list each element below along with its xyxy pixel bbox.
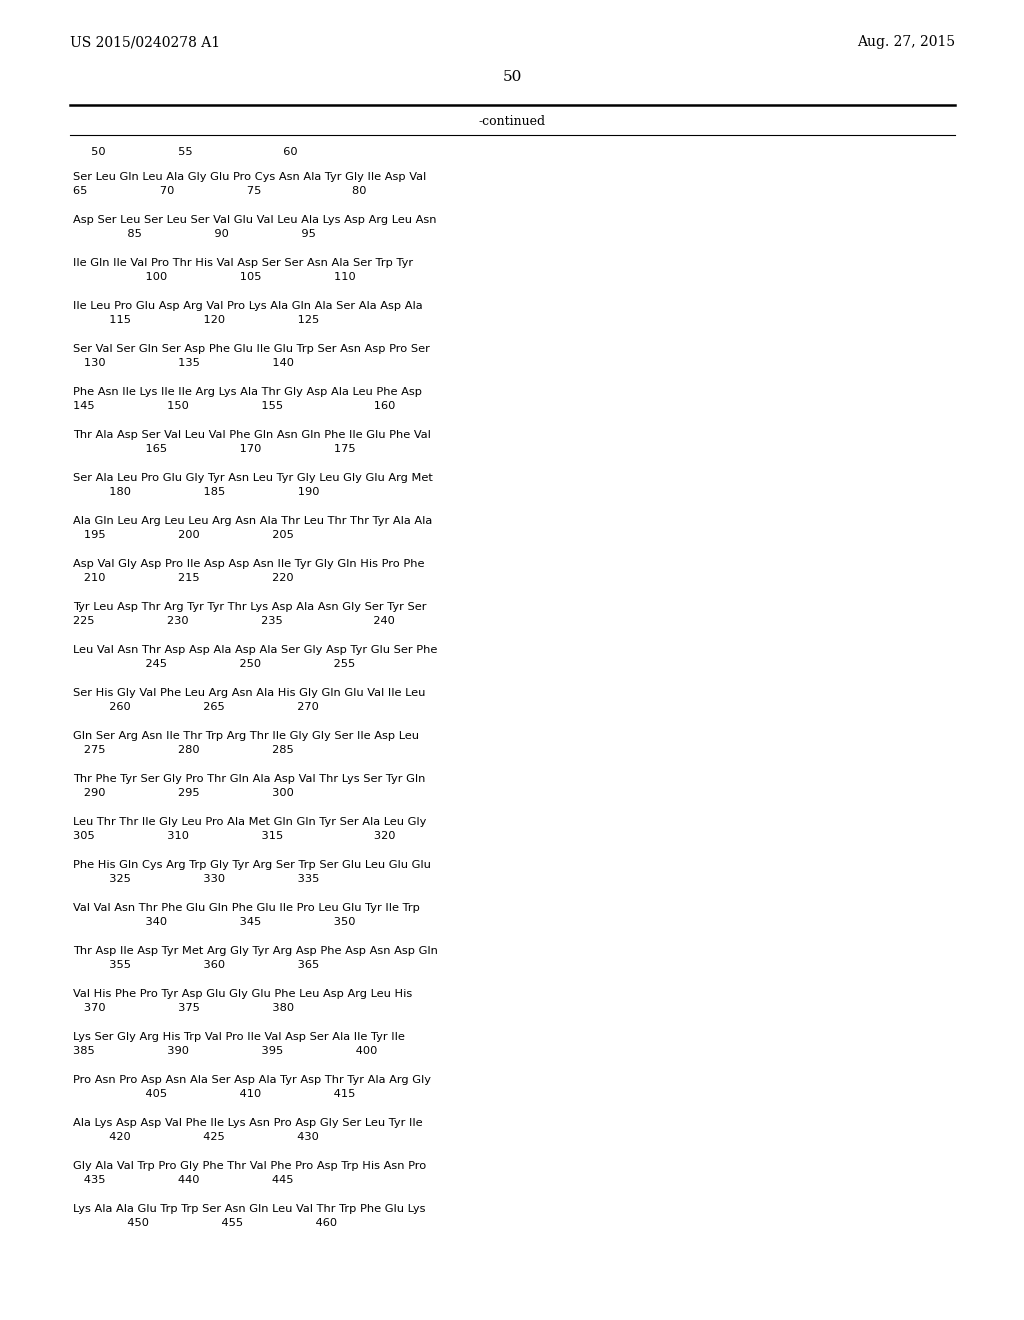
Text: 225                    230                    235                         240: 225 230 235 240	[73, 616, 395, 626]
Text: 50: 50	[503, 70, 521, 84]
Text: 435                    440                    445: 435 440 445	[73, 1175, 294, 1185]
Text: 50                    55                         60: 50 55 60	[73, 147, 298, 157]
Text: Ser Leu Gln Leu Ala Gly Glu Pro Cys Asn Ala Tyr Gly Ile Asp Val: Ser Leu Gln Leu Ala Gly Glu Pro Cys Asn …	[73, 172, 426, 182]
Text: Tyr Leu Asp Thr Arg Tyr Tyr Thr Lys Asp Ala Asn Gly Ser Tyr Ser: Tyr Leu Asp Thr Arg Tyr Tyr Thr Lys Asp …	[73, 602, 427, 612]
Text: Ser His Gly Val Phe Leu Arg Asn Ala His Gly Gln Glu Val Ile Leu: Ser His Gly Val Phe Leu Arg Asn Ala His …	[73, 688, 425, 698]
Text: 115                    120                    125: 115 120 125	[73, 315, 319, 325]
Text: 355                    360                    365: 355 360 365	[73, 960, 319, 970]
Text: Ser Ala Leu Pro Glu Gly Tyr Asn Leu Tyr Gly Leu Gly Glu Arg Met: Ser Ala Leu Pro Glu Gly Tyr Asn Leu Tyr …	[73, 473, 433, 483]
Text: Ile Leu Pro Glu Asp Arg Val Pro Lys Ala Gln Ala Ser Ala Asp Ala: Ile Leu Pro Glu Asp Arg Val Pro Lys Ala …	[73, 301, 423, 312]
Text: Pro Asn Pro Asp Asn Ala Ser Asp Ala Tyr Asp Thr Tyr Ala Arg Gly: Pro Asn Pro Asp Asn Ala Ser Asp Ala Tyr …	[73, 1074, 431, 1085]
Text: Asp Val Gly Asp Pro Ile Asp Asp Asn Ile Tyr Gly Gln His Pro Phe: Asp Val Gly Asp Pro Ile Asp Asp Asn Ile …	[73, 558, 425, 569]
Text: Leu Val Asn Thr Asp Asp Ala Asp Ala Ser Gly Asp Tyr Glu Ser Phe: Leu Val Asn Thr Asp Asp Ala Asp Ala Ser …	[73, 645, 437, 655]
Text: 85                    90                    95: 85 90 95	[73, 228, 315, 239]
Text: 65                    70                    75                         80: 65 70 75 80	[73, 186, 367, 195]
Text: Ala Lys Asp Asp Val Phe Ile Lys Asn Pro Asp Gly Ser Leu Tyr Ile: Ala Lys Asp Asp Val Phe Ile Lys Asn Pro …	[73, 1118, 423, 1129]
Text: 325                    330                    335: 325 330 335	[73, 874, 319, 884]
Text: 450                    455                    460: 450 455 460	[73, 1218, 337, 1228]
Text: Lys Ser Gly Arg His Trp Val Pro Ile Val Asp Ser Ala Ile Tyr Ile: Lys Ser Gly Arg His Trp Val Pro Ile Val …	[73, 1032, 404, 1041]
Text: Leu Thr Thr Ile Gly Leu Pro Ala Met Gln Gln Tyr Ser Ala Leu Gly: Leu Thr Thr Ile Gly Leu Pro Ala Met Gln …	[73, 817, 426, 828]
Text: 275                    280                    285: 275 280 285	[73, 744, 294, 755]
Text: 145                    150                    155                         160: 145 150 155 160	[73, 401, 395, 411]
Text: Gln Ser Arg Asn Ile Thr Trp Arg Thr Ile Gly Gly Ser Ile Asp Leu: Gln Ser Arg Asn Ile Thr Trp Arg Thr Ile …	[73, 731, 419, 741]
Text: Lys Ala Ala Glu Trp Trp Ser Asn Gln Leu Val Thr Trp Phe Glu Lys: Lys Ala Ala Glu Trp Trp Ser Asn Gln Leu …	[73, 1204, 426, 1214]
Text: Thr Phe Tyr Ser Gly Pro Thr Gln Ala Asp Val Thr Lys Ser Tyr Gln: Thr Phe Tyr Ser Gly Pro Thr Gln Ala Asp …	[73, 774, 425, 784]
Text: Phe His Gln Cys Arg Trp Gly Tyr Arg Ser Trp Ser Glu Leu Glu Glu: Phe His Gln Cys Arg Trp Gly Tyr Arg Ser …	[73, 861, 431, 870]
Text: 195                    200                    205: 195 200 205	[73, 531, 294, 540]
Text: 385                    390                    395                    400: 385 390 395 400	[73, 1045, 378, 1056]
Text: Phe Asn Ile Lys Ile Ile Arg Lys Ala Thr Gly Asp Ala Leu Phe Asp: Phe Asn Ile Lys Ile Ile Arg Lys Ala Thr …	[73, 387, 422, 397]
Text: 405                    410                    415: 405 410 415	[73, 1089, 355, 1100]
Text: Ser Val Ser Gln Ser Asp Phe Glu Ile Glu Trp Ser Asn Asp Pro Ser: Ser Val Ser Gln Ser Asp Phe Glu Ile Glu …	[73, 345, 430, 354]
Text: 210                    215                    220: 210 215 220	[73, 573, 294, 583]
Text: 180                    185                    190: 180 185 190	[73, 487, 319, 498]
Text: Val His Phe Pro Tyr Asp Glu Gly Glu Phe Leu Asp Arg Leu His: Val His Phe Pro Tyr Asp Glu Gly Glu Phe …	[73, 989, 413, 999]
Text: US 2015/0240278 A1: US 2015/0240278 A1	[70, 36, 220, 49]
Text: Thr Asp Ile Asp Tyr Met Arg Gly Tyr Arg Asp Phe Asp Asn Asp Gln: Thr Asp Ile Asp Tyr Met Arg Gly Tyr Arg …	[73, 946, 438, 956]
Text: 290                    295                    300: 290 295 300	[73, 788, 294, 799]
Text: Ala Gln Leu Arg Leu Leu Arg Asn Ala Thr Leu Thr Thr Tyr Ala Ala: Ala Gln Leu Arg Leu Leu Arg Asn Ala Thr …	[73, 516, 432, 525]
Text: 130                    135                    140: 130 135 140	[73, 358, 294, 368]
Text: 260                    265                    270: 260 265 270	[73, 702, 318, 711]
Text: 100                    105                    110: 100 105 110	[73, 272, 355, 282]
Text: 340                    345                    350: 340 345 350	[73, 917, 355, 927]
Text: Gly Ala Val Trp Pro Gly Phe Thr Val Phe Pro Asp Trp His Asn Pro: Gly Ala Val Trp Pro Gly Phe Thr Val Phe …	[73, 1162, 426, 1171]
Text: 305                    310                    315                         320: 305 310 315 320	[73, 832, 395, 841]
Text: Ile Gln Ile Val Pro Thr His Val Asp Ser Ser Asn Ala Ser Trp Tyr: Ile Gln Ile Val Pro Thr His Val Asp Ser …	[73, 257, 413, 268]
Text: 370                    375                    380: 370 375 380	[73, 1003, 294, 1012]
Text: 165                    170                    175: 165 170 175	[73, 444, 355, 454]
Text: Val Val Asn Thr Phe Glu Gln Phe Glu Ile Pro Leu Glu Tyr Ile Trp: Val Val Asn Thr Phe Glu Gln Phe Glu Ile …	[73, 903, 420, 913]
Text: 245                    250                    255: 245 250 255	[73, 659, 355, 669]
Text: Aug. 27, 2015: Aug. 27, 2015	[857, 36, 955, 49]
Text: -continued: -continued	[478, 115, 546, 128]
Text: Thr Ala Asp Ser Val Leu Val Phe Gln Asn Gln Phe Ile Glu Phe Val: Thr Ala Asp Ser Val Leu Val Phe Gln Asn …	[73, 430, 431, 440]
Text: Asp Ser Leu Ser Leu Ser Val Glu Val Leu Ala Lys Asp Arg Leu Asn: Asp Ser Leu Ser Leu Ser Val Glu Val Leu …	[73, 215, 436, 224]
Text: 420                    425                    430: 420 425 430	[73, 1133, 318, 1142]
